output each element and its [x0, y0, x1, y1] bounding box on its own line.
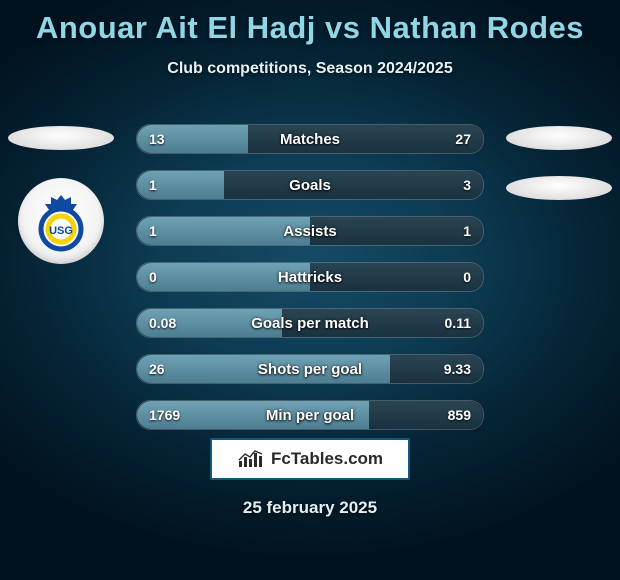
- stat-rows: 1327Matches 13Goals 11Assists 00Hattricks 0.…: [136, 124, 484, 446]
- stat-row: 1327Matches: [136, 124, 484, 154]
- usg-crest-icon: USG: [29, 189, 93, 253]
- club-right-placeholder-icon: [506, 176, 612, 200]
- stat-row: 1769859Min per goal: [136, 400, 484, 430]
- stat-row: 13Goals: [136, 170, 484, 200]
- content-wrapper: Anouar Ait El Hadj vs Nathan Rodes Club …: [0, 0, 620, 580]
- fctables-logo: FcTables.com: [210, 438, 410, 480]
- brand-text: FcTables.com: [271, 449, 383, 469]
- stat-row: 00Hattricks: [136, 262, 484, 292]
- stat-row: 269.33Shots per goal: [136, 354, 484, 384]
- stat-label: Goals: [137, 171, 483, 199]
- page-subtitle: Club competitions, Season 2024/2025: [0, 60, 620, 78]
- svg-text:USG: USG: [49, 225, 73, 237]
- page-title: Anouar Ait El Hadj vs Nathan Rodes: [0, 0, 620, 46]
- club-left-crest-icon: USG: [18, 178, 104, 264]
- player-left-placeholder-icon: [8, 126, 114, 150]
- stat-label: Assists: [137, 217, 483, 245]
- stat-label: Hattricks: [137, 263, 483, 291]
- stat-row: 11Assists: [136, 216, 484, 246]
- generated-date: 25 february 2025: [0, 498, 620, 518]
- stat-label: Min per goal: [137, 401, 483, 429]
- player-right-placeholder-icon: [506, 126, 612, 150]
- stat-row: 0.080.11Goals per match: [136, 308, 484, 338]
- stat-label: Goals per match: [137, 309, 483, 337]
- bar-chart-icon: [237, 449, 265, 469]
- stat-label: Shots per goal: [137, 355, 483, 383]
- stat-label: Matches: [137, 125, 483, 153]
